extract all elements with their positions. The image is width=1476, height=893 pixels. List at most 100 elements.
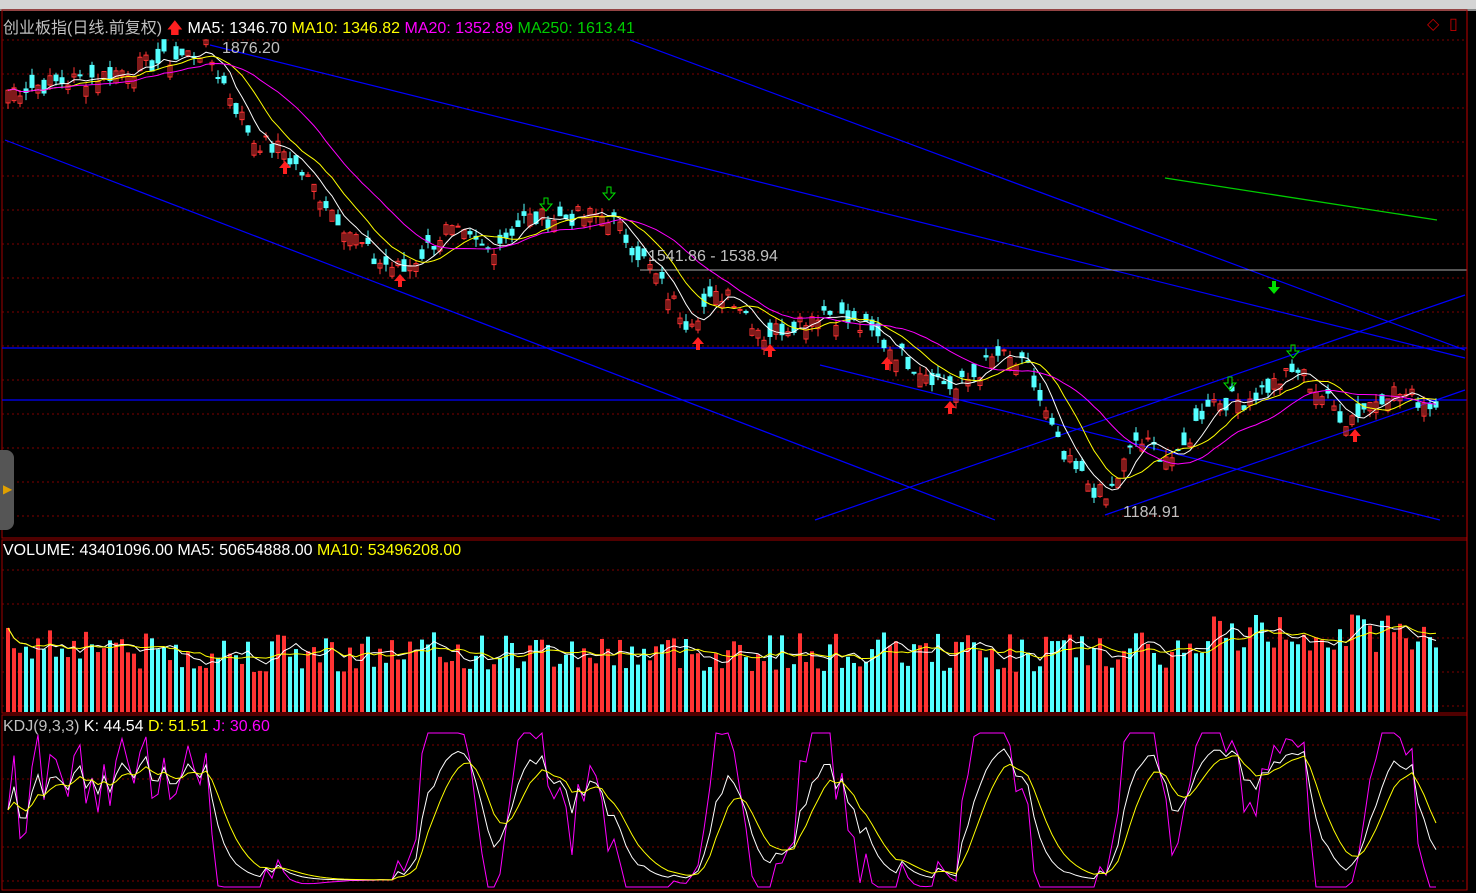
candle xyxy=(989,356,995,369)
candle xyxy=(1121,458,1127,472)
candle xyxy=(431,245,437,250)
side-panel-handle[interactable]: ▶ xyxy=(0,450,14,530)
volume-bar xyxy=(990,648,994,712)
panel-toggle-icon[interactable]: ▯ xyxy=(1449,16,1458,33)
candle xyxy=(1337,411,1343,423)
candle xyxy=(1283,368,1289,372)
candle xyxy=(233,103,239,114)
candle xyxy=(863,313,869,322)
candle xyxy=(173,46,179,60)
candle xyxy=(875,323,881,337)
volume-ma5: MA5: 50654888.00 xyxy=(177,542,313,559)
volume-bar xyxy=(756,654,760,712)
candle xyxy=(617,221,623,232)
volume-bar xyxy=(720,668,724,712)
volume-bar xyxy=(90,644,94,712)
volume-bar xyxy=(726,650,730,712)
volume-bar xyxy=(1428,637,1432,712)
candle xyxy=(1073,460,1079,470)
candle xyxy=(743,310,749,314)
sell-hint-arrow-icon xyxy=(1285,344,1301,359)
volume-bar xyxy=(606,648,610,712)
candle xyxy=(1193,408,1199,421)
volume-bar xyxy=(750,670,754,712)
candle xyxy=(1271,378,1277,390)
volume-bar xyxy=(1044,636,1048,712)
volume-bar xyxy=(600,638,604,712)
candle xyxy=(1331,405,1337,411)
volume-bar xyxy=(66,657,70,712)
candle xyxy=(1049,417,1055,425)
volume-bar xyxy=(252,671,256,712)
candle xyxy=(689,323,695,327)
kdj-j: J: 30.60 xyxy=(212,718,270,735)
candle xyxy=(497,234,503,244)
volume-bar xyxy=(864,661,868,712)
candle xyxy=(521,211,527,216)
volume-bar xyxy=(1308,650,1312,712)
candle xyxy=(1259,385,1265,388)
candle xyxy=(701,293,707,307)
candle xyxy=(1409,388,1415,396)
volume-bar xyxy=(852,662,856,712)
volume-bar xyxy=(1410,649,1414,712)
candle xyxy=(857,329,863,333)
candle xyxy=(647,264,653,270)
kdj-k: K: 44.54 xyxy=(83,718,144,735)
volume-bar xyxy=(1302,634,1306,712)
candle xyxy=(1373,401,1379,414)
volume-bar xyxy=(840,667,844,712)
candle xyxy=(389,266,395,277)
volume-bar xyxy=(414,649,418,712)
volume-bar xyxy=(786,667,790,712)
volume-bar xyxy=(696,653,700,712)
candle xyxy=(1301,369,1307,377)
expand-arrow-icon: ▶ xyxy=(3,482,13,496)
volume-bar xyxy=(1170,652,1174,712)
candle xyxy=(1289,363,1295,372)
candle xyxy=(347,232,353,247)
candle xyxy=(125,75,131,84)
candle xyxy=(893,359,899,373)
volume-ma10: MA10: 53496208.00 xyxy=(317,542,462,559)
volume-bar xyxy=(972,642,976,712)
volume-bar xyxy=(510,642,514,712)
candle xyxy=(119,70,125,77)
volume-bar xyxy=(96,652,100,712)
volume-bar xyxy=(1242,647,1246,712)
candle xyxy=(329,209,335,222)
volume-bar xyxy=(348,647,352,712)
volume-bar xyxy=(1062,640,1066,712)
volume-bar xyxy=(702,670,706,712)
volume-bar xyxy=(222,640,226,712)
volume-bar xyxy=(234,655,238,712)
volume-bar xyxy=(1032,671,1036,712)
volume-bar xyxy=(1110,667,1114,712)
candle xyxy=(1199,410,1205,420)
candle xyxy=(821,306,827,311)
candle xyxy=(755,329,761,339)
volume-bar xyxy=(264,671,268,712)
candle xyxy=(779,323,785,336)
volume-bar xyxy=(798,633,802,712)
candle xyxy=(167,64,173,78)
volume-bar xyxy=(546,644,550,712)
volume-bar xyxy=(822,670,826,712)
candle xyxy=(395,260,401,267)
volume-bar xyxy=(1038,666,1042,712)
candle xyxy=(881,339,887,349)
candle xyxy=(683,321,689,330)
volume-bar xyxy=(372,666,376,712)
candle xyxy=(977,377,983,386)
volume-bar xyxy=(330,642,334,712)
candle xyxy=(491,253,497,266)
diamond-icon[interactable]: ◇ xyxy=(1427,16,1440,33)
volume-bar xyxy=(492,664,496,712)
volume-bar xyxy=(918,645,922,712)
candle xyxy=(11,87,17,102)
volume-bar xyxy=(60,648,64,712)
candle xyxy=(1127,445,1133,448)
volume-bar xyxy=(1212,616,1216,712)
volume-bar xyxy=(378,648,382,712)
